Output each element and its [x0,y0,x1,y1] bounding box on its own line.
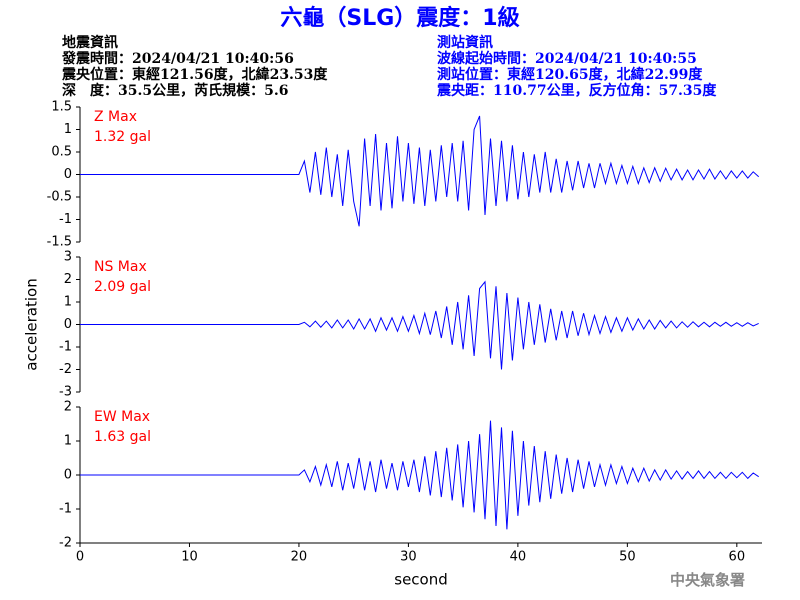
station-info: 測站資訊 [437,34,493,51]
max-annotation: 1.63 gal [94,429,151,445]
y-tick-label: -2 [59,536,72,551]
quake-info: 震央位置：東經121.56度，北緯23.53度 [61,66,328,83]
y-tick-label: 0 [64,167,72,182]
max-annotation: NS Max [94,259,147,275]
station-info: 波線起始時間：2024/04/21 10:40:55 [437,50,697,67]
max-annotation: 1.32 gal [94,129,151,145]
quake-info: 發震時間：2024/04/21 10:40:56 [61,50,294,67]
y-tick-label: 0 [64,468,72,483]
footer: 中央氣象署 [670,571,745,589]
station-info: 震央距：110.77公里，反方位角：57.35度 [436,82,717,99]
x-tick-label: 40 [510,550,527,565]
y-tick-label: 0 [64,317,72,332]
y-tick-label: 2 [64,400,72,415]
x-tick-label: 20 [291,550,308,565]
y-tick-label: 1 [64,295,72,310]
station-info: 測站位置：東經120.65度，北緯22.99度 [437,66,703,83]
y-tick-label: 1 [64,434,72,449]
y-tick-label: 0.5 [51,145,72,160]
y-axis-label: acceleration [23,278,41,370]
waveform [80,420,759,530]
y-tick-label: -1 [59,340,72,355]
x-tick-label: 50 [619,550,636,565]
waveform [80,280,759,370]
y-tick-label: -1 [59,212,72,227]
waveform [80,115,760,227]
y-tick-label: 1.5 [51,100,72,115]
max-annotation: 2.09 gal [94,279,151,295]
title: 六龜（SLG）震度：1級 [280,5,519,31]
max-annotation: Z Max [94,109,137,125]
y-tick-label: 3 [64,250,72,265]
y-tick-label: -0.5 [47,190,72,205]
quake-info: 深 度：35.5公里，芮氏規模：5.6 [62,82,288,99]
x-axis-label: second [394,571,448,589]
y-tick-label: -3 [59,385,72,400]
y-tick-label: 1 [64,122,72,137]
y-tick-label: 2 [64,272,72,287]
quake-info: 地震資訊 [62,34,118,51]
x-tick-label: 10 [181,550,198,565]
y-tick-label: -2 [59,362,72,377]
y-tick-label: -1.5 [47,235,72,250]
max-annotation: EW Max [94,409,150,425]
y-tick-label: -1 [59,502,72,517]
x-tick-label: 60 [729,550,746,565]
x-tick-label: 30 [400,550,417,565]
x-tick-label: 0 [76,550,84,565]
